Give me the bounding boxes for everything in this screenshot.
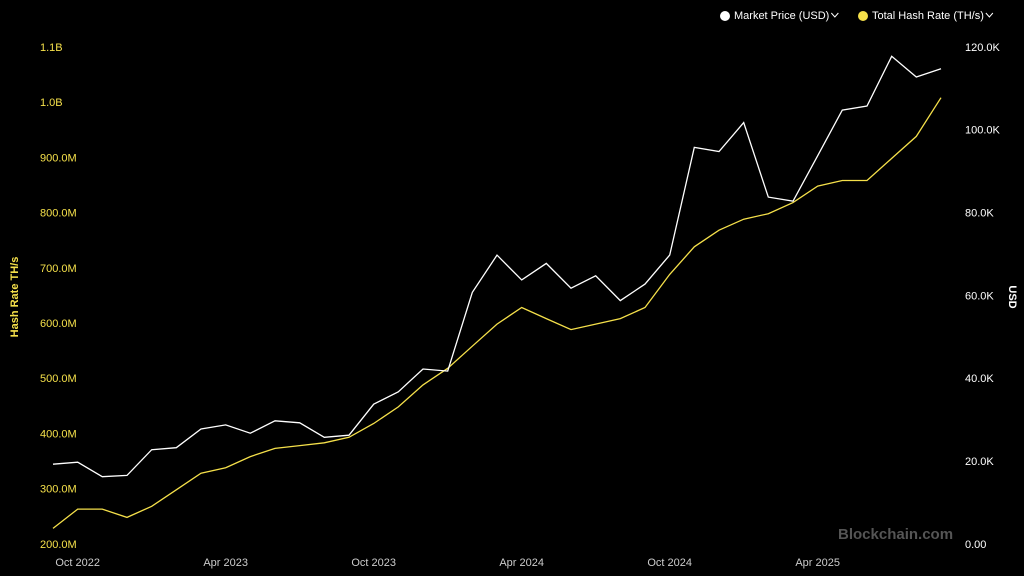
y-tick-label: 1.1B: [40, 42, 63, 54]
y2-tick-label: 120.0K: [965, 42, 1001, 54]
legend-label: Market Price (USD): [734, 10, 829, 22]
y-tick-label: 900.0M: [40, 152, 77, 164]
x-tick-label: Oct 2023: [351, 557, 396, 569]
y-tick-label: 700.0M: [40, 263, 77, 275]
legend-chevron: [985, 12, 994, 18]
x-tick-label: Apr 2024: [499, 557, 544, 569]
series-line: [52, 97, 942, 529]
y-tick-label: 200.0M: [40, 539, 77, 551]
y2-tick-label: 0.00: [965, 539, 986, 551]
legend-label: Total Hash Rate (TH/s): [872, 10, 984, 22]
y-tick-label: 600.0M: [40, 318, 77, 330]
y2-axis-label: USD: [1006, 285, 1018, 308]
y-tick-label: 500.0M: [40, 373, 77, 385]
y-tick-label: 300.0M: [40, 484, 77, 496]
legend-chevron: [830, 12, 839, 18]
series-line: [52, 55, 942, 478]
y2-tick-label: 80.0K: [965, 208, 994, 220]
x-tick-label: Apr 2025: [795, 557, 840, 569]
legend-marker: [858, 11, 868, 21]
x-tick-label: Apr 2023: [203, 557, 248, 569]
y-tick-label: 800.0M: [40, 208, 77, 220]
y2-tick-label: 40.0K: [965, 373, 994, 385]
watermark: Blockchain.com: [838, 526, 953, 543]
x-tick-label: Oct 2024: [647, 557, 692, 569]
y2-tick-label: 100.0K: [965, 125, 1001, 137]
y-tick-label: 400.0M: [40, 428, 77, 440]
x-tick-label: Oct 2022: [55, 557, 100, 569]
legend-marker: [720, 11, 730, 21]
y2-tick-label: 60.0K: [965, 290, 994, 302]
y-axis-label: Hash Rate TH/s: [9, 257, 21, 338]
y-tick-label: 1.0B: [40, 97, 63, 109]
y2-tick-label: 20.0K: [965, 456, 994, 468]
